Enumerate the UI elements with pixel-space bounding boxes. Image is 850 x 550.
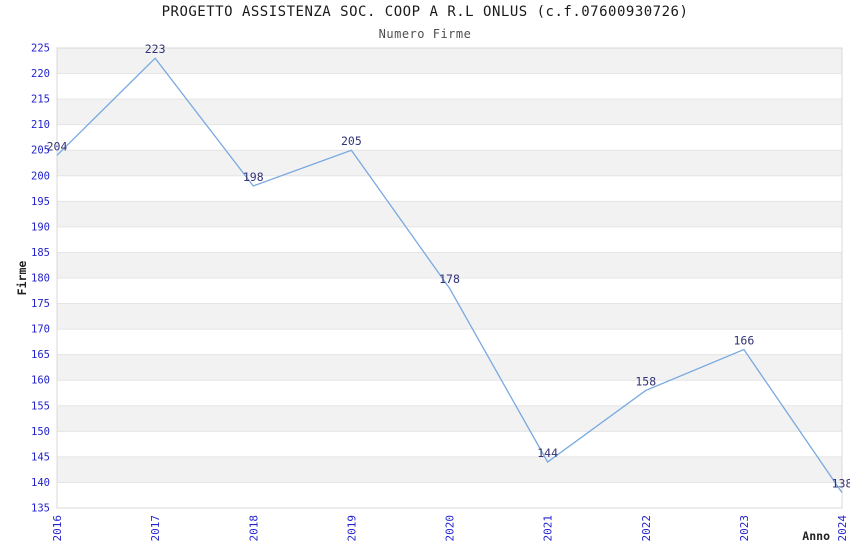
y-tick-label: 200 [31, 170, 50, 182]
x-tick-label: 2021 [542, 515, 555, 542]
x-tick-label: 2023 [738, 515, 751, 542]
grid-band [57, 99, 842, 125]
data-point-label: 158 [635, 374, 656, 388]
x-tick-label: 2016 [51, 515, 64, 542]
chart-subtitle: Numero Firme [378, 27, 472, 41]
grid-band [57, 456, 842, 483]
x-tick-label: 2022 [640, 515, 653, 542]
y-tick-label: 185 [31, 247, 50, 259]
y-tick-label: 220 [31, 68, 50, 80]
y-tick-label: 210 [31, 119, 50, 131]
y-tick-label: 165 [31, 349, 50, 361]
y-tick-label: 215 [31, 94, 50, 106]
grid-band [57, 303, 842, 330]
y-tick-label: 205 [31, 145, 50, 157]
gridlines [57, 73, 842, 483]
x-axis-ticks: 2016 2017 2018 2019 2020 2021 2022 2023 2024 [51, 515, 849, 542]
y-tick-label: 195 [31, 196, 50, 208]
data-point-label: 198 [243, 170, 264, 184]
grid-band [57, 252, 842, 278]
y-tick-label: 140 [31, 477, 50, 489]
data-point-label: 138 [832, 477, 850, 491]
y-tick-label: 180 [31, 273, 50, 285]
x-axis-title: Anno [802, 529, 830, 543]
y-tick-label: 190 [31, 221, 50, 233]
y-tick-label: 150 [31, 426, 50, 438]
data-point-label: 144 [537, 446, 558, 460]
x-tick-label: 2020 [444, 515, 457, 542]
x-tick-label: 2018 [247, 515, 260, 542]
data-point-label: 204 [47, 139, 68, 153]
grid-band [57, 405, 842, 432]
point-labels: 204 223 198 205 178 144 158 166 138 [47, 42, 850, 490]
x-tick-label: 2024 [836, 515, 849, 542]
data-point-label: 205 [341, 134, 362, 148]
plot-frame [56, 47, 843, 509]
y-tick-label: 225 [31, 43, 50, 55]
y-axis-title: Firme [15, 261, 29, 296]
data-point-label: 178 [439, 272, 460, 286]
x-tick-label: 2019 [345, 515, 358, 542]
y-tick-label: 145 [31, 451, 50, 463]
series-line [56, 57, 843, 494]
grid-band [57, 354, 842, 381]
y-tick-label: 135 [31, 503, 50, 515]
data-point-label: 166 [733, 334, 754, 348]
grid-bands [57, 48, 842, 483]
y-axis-ticks: 135 140 145 150 155 160 165 170 175 180 185 190 195 2… [31, 43, 50, 515]
x-tick-label: 2017 [149, 515, 162, 542]
y-tick-label: 155 [31, 400, 50, 412]
chart-title: PROGETTO ASSISTENZA SOC. COOP A R.L ONLU… [161, 4, 689, 20]
grid-band [57, 201, 842, 227]
grid-band [57, 150, 842, 176]
y-tick-label: 170 [31, 324, 50, 336]
y-tick-label: 175 [31, 298, 50, 310]
data-point-label: 223 [145, 42, 166, 56]
y-tick-label: 160 [31, 375, 50, 387]
grid-band [57, 48, 842, 74]
